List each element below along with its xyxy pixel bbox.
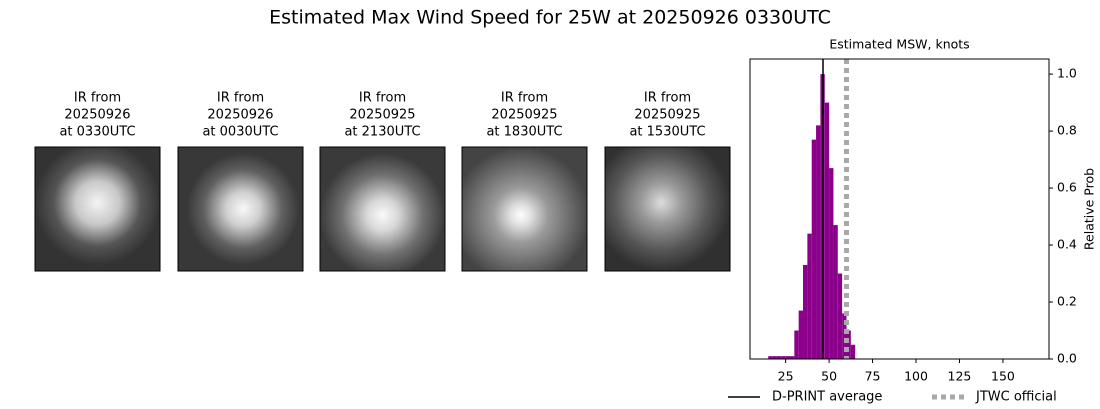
legend-label: JTWC official: [975, 390, 1057, 405]
chart-title: Estimated MSW, knots: [829, 37, 969, 52]
panels: IR from 20250926 at 0330UTC IR from 20250926…: [34, 91, 731, 272]
ir-image: [34, 146, 161, 272]
bar: [776, 356, 782, 359]
x-tick-label: 150: [991, 369, 1015, 384]
y-tick-label: 0.4: [1057, 237, 1077, 252]
bar: [794, 330, 799, 359]
y-axis-label: Relative Prob: [1082, 168, 1097, 250]
bar: [816, 125, 821, 359]
panel-label: IR from: [217, 91, 264, 106]
panel-label: at 1830UTC: [486, 125, 562, 140]
bar: [798, 310, 804, 359]
panel-label: 20250925: [349, 108, 415, 123]
bar: [811, 139, 817, 359]
y-tick-label: 0.8: [1057, 123, 1077, 138]
bar: [824, 102, 830, 359]
panel-label: 20250926: [64, 108, 130, 123]
panel-label: IR from: [501, 91, 548, 106]
bar: [829, 168, 834, 359]
figure-title: Estimated Max Wind Speed for 25W at 2025…: [269, 7, 831, 29]
panel-label: 20250925: [634, 108, 700, 123]
legend-label: D-PRINT average: [772, 390, 882, 405]
y-tick-label: 0.6: [1057, 180, 1077, 195]
y-tick-label: 0.2: [1057, 294, 1077, 309]
bar: [772, 356, 777, 359]
panel-label: IR from: [644, 91, 691, 106]
bar: [842, 313, 847, 359]
ir-image: [604, 146, 731, 272]
histogram: Estimated MSW, knots Relative Prob D-PRINT…: [728, 37, 1097, 405]
ir-image: [319, 146, 446, 272]
bar: [768, 356, 773, 359]
panel-label: at 1530UTC: [629, 125, 705, 140]
x-tick-label: 25: [778, 369, 794, 384]
plot-frame: [749, 58, 1050, 360]
x-tick-label: 100: [904, 369, 928, 384]
y-tick-label: 0.0: [1057, 351, 1077, 366]
x-tick-label: 125: [948, 369, 972, 384]
panel-label: at 2130UTC: [344, 125, 420, 140]
ir-image: [177, 146, 304, 272]
panel-label: at 0330UTC: [59, 125, 135, 140]
panel-label: 20250926: [207, 108, 273, 123]
panel-label: IR from: [359, 91, 406, 106]
bar: [846, 330, 851, 359]
bar: [833, 225, 838, 359]
ir-image: [461, 146, 588, 272]
bar: [850, 344, 856, 359]
bar: [807, 233, 812, 359]
y-tick-label: 1.0: [1057, 66, 1077, 81]
bar: [785, 356, 790, 359]
bar: [781, 356, 786, 359]
bar: [837, 273, 843, 359]
panel-label: at 0030UTC: [202, 125, 278, 140]
x-tick-label: 75: [865, 369, 881, 384]
panel-label: IR from: [74, 91, 121, 106]
x-tick-label: 50: [821, 369, 837, 384]
bar: [789, 356, 795, 359]
bar: [803, 264, 808, 359]
panel-label: 20250925: [491, 108, 557, 123]
